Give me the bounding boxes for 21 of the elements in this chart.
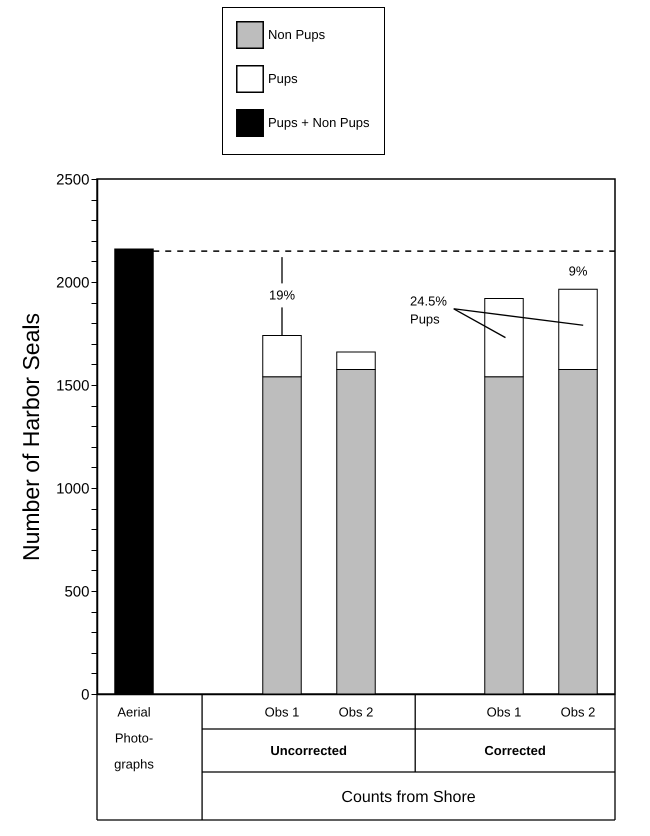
legend-label: Non Pups <box>268 27 326 42</box>
legend-label: Pups + Non Pups <box>268 115 370 130</box>
y-tick-label: 2500 <box>56 172 90 188</box>
x-tick-label: Aerial Photo-graphs <box>114 704 154 772</box>
x-tick-label: Obs 1 <box>264 704 300 720</box>
annotation: 9% <box>568 264 588 279</box>
legend-label: Pups <box>268 71 298 86</box>
y-tick-label: 500 <box>64 584 90 600</box>
x-tick-label: Obs 2 <box>338 704 374 720</box>
annotation: 24.5% Pups <box>410 294 448 327</box>
text: Uncorrected <box>270 743 347 758</box>
annotation: 19% <box>268 287 296 302</box>
y-tick-label: 1000 <box>56 480 90 498</box>
x-tick-label: Obs 2 <box>560 704 596 720</box>
y-tick-label: 1500 <box>56 378 90 394</box>
text: Corrected <box>484 743 546 758</box>
x-tick-label: Obs 1 <box>486 704 522 720</box>
y-tick-label: 2000 <box>56 274 90 292</box>
y-tick-label: 0 <box>81 686 90 704</box>
text: Counts from Shore <box>341 789 476 806</box>
y-axis-title: Number of Harbor Seals <box>18 313 44 561</box>
